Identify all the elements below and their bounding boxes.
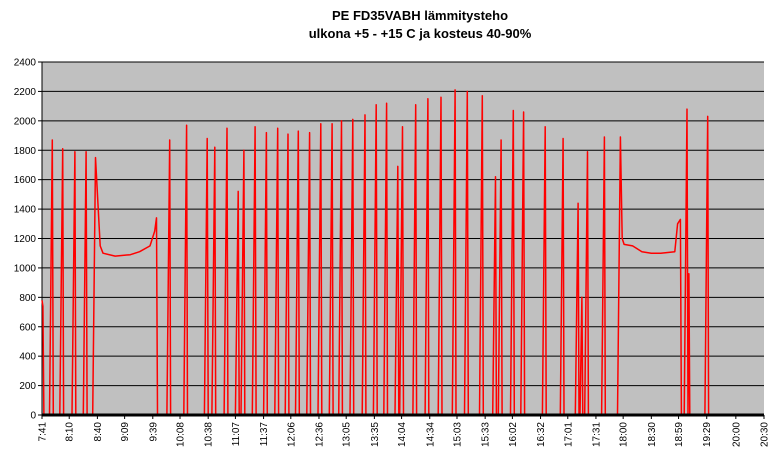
y-tick-label: 600 bbox=[19, 322, 36, 333]
x-tick-label: 12:06 bbox=[286, 422, 297, 447]
y-tick-label: 800 bbox=[19, 293, 36, 304]
x-tick-label: 18:30 bbox=[647, 422, 658, 447]
x-tick-label: 18:59 bbox=[674, 422, 685, 447]
x-tick-label: 13:05 bbox=[342, 422, 353, 447]
y-tick-label: 1600 bbox=[14, 175, 37, 186]
x-tick-label: 16:02 bbox=[508, 422, 519, 447]
x-tick-label: 13:35 bbox=[370, 422, 381, 447]
x-tick-label: 14:34 bbox=[425, 422, 436, 447]
x-tick-label: 7:41 bbox=[38, 422, 49, 442]
y-tick-label: 400 bbox=[19, 352, 36, 363]
y-tick-label: 2200 bbox=[14, 87, 37, 98]
x-tick-label: 11:07 bbox=[231, 422, 242, 447]
x-tick-label: 14:04 bbox=[397, 422, 408, 447]
x-tick-label: 12:36 bbox=[314, 422, 325, 447]
y-tick-label: 1400 bbox=[14, 205, 37, 216]
y-tick-label: 1200 bbox=[14, 234, 37, 245]
x-tick-label: 8:10 bbox=[65, 422, 76, 442]
x-tick-label: 15:33 bbox=[481, 422, 492, 447]
y-tick-label: 1000 bbox=[14, 263, 37, 274]
chart-title: PE FD35VABH lämmitysteho bbox=[332, 8, 508, 23]
x-tick-label: 8:40 bbox=[93, 422, 104, 442]
y-tick-label: 2000 bbox=[14, 116, 37, 127]
y-tick-label: 200 bbox=[19, 381, 36, 392]
x-tick-label: 17:01 bbox=[563, 422, 574, 447]
x-tick-label: 15:03 bbox=[452, 422, 463, 447]
x-tick-label: 17:31 bbox=[591, 422, 602, 447]
y-tick-label: 1800 bbox=[14, 146, 37, 157]
y-tick-label: 2400 bbox=[14, 58, 37, 69]
x-tick-label: 20:30 bbox=[760, 422, 771, 447]
x-tick-label: 11:37 bbox=[259, 422, 270, 447]
y-tick-label: 0 bbox=[30, 411, 36, 422]
chart-subtitle: ulkona +5 - +15 C ja kosteus 40-90% bbox=[309, 26, 532, 41]
x-tick-label: 9:39 bbox=[148, 422, 159, 442]
x-tick-label: 16:32 bbox=[536, 422, 547, 447]
x-tick-label: 10:38 bbox=[204, 422, 215, 447]
x-tick-label: 18:00 bbox=[619, 422, 630, 447]
x-tick-label: 9:09 bbox=[120, 422, 131, 442]
x-tick-label: 20:00 bbox=[731, 422, 742, 447]
x-tick-label: 19:29 bbox=[702, 422, 713, 447]
x-tick-label: 10:08 bbox=[176, 422, 187, 447]
